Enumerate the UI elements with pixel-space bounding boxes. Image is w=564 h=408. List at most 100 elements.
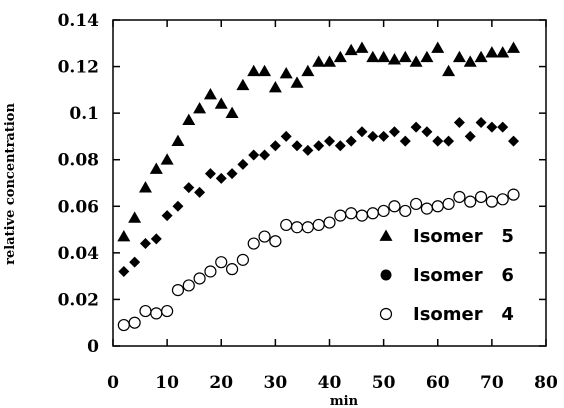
- legend-label: Isomer 4: [413, 304, 514, 325]
- data-point: [118, 265, 130, 277]
- data-point: [215, 256, 228, 269]
- data-point: [398, 50, 412, 63]
- data-point: [248, 149, 260, 161]
- data-point: [442, 64, 456, 77]
- data-point: [117, 318, 130, 332]
- x-tick-label: 0: [107, 373, 119, 393]
- data-point: [421, 126, 433, 138]
- data-point: [139, 304, 152, 318]
- data-point: [409, 55, 423, 67]
- x-axis-ticks: 0 10 20 30 40 50 60 70 80: [107, 20, 558, 393]
- y-axis-title: relative concentration: [3, 103, 18, 265]
- data-point: [313, 140, 325, 152]
- series-isomer-6: [118, 116, 520, 277]
- data-point: [420, 50, 434, 63]
- data-point: [378, 130, 390, 142]
- data-point: [247, 64, 261, 77]
- legend-label: Isomer 5: [413, 226, 514, 247]
- y-tick-label: 0.06: [58, 197, 99, 217]
- data-point: [237, 158, 249, 170]
- plot-border: [112, 19, 547, 347]
- data-point: [463, 55, 477, 67]
- data-point: [399, 135, 411, 147]
- data-point: [323, 216, 336, 229]
- x-tick-label: 80: [534, 373, 558, 393]
- data-point: [452, 50, 466, 63]
- data-point: [193, 101, 207, 114]
- legend-marker: [379, 307, 393, 321]
- data-point: [464, 130, 476, 142]
- data-point: [226, 168, 238, 180]
- data-point: [475, 116, 487, 128]
- data-point: [431, 41, 445, 53]
- data-point: [182, 279, 195, 292]
- legend-marker: [380, 269, 392, 281]
- data-point: [334, 140, 346, 152]
- y-tick-label: 0.04: [58, 244, 100, 264]
- data-point: [420, 202, 434, 215]
- data-point: [236, 253, 249, 266]
- data-point: [508, 135, 520, 147]
- data-point: [387, 53, 401, 65]
- data-point: [150, 307, 163, 320]
- data-point: [366, 207, 379, 220]
- data-point: [268, 81, 282, 93]
- data-point: [269, 235, 282, 248]
- data-point: [139, 238, 151, 250]
- data-point: [204, 265, 217, 278]
- data-point: [290, 76, 304, 88]
- data-point: [453, 116, 465, 128]
- data-point: [129, 256, 141, 268]
- data-point: [149, 162, 163, 174]
- data-point: [128, 211, 142, 223]
- data-point: [280, 130, 292, 142]
- data-point: [301, 221, 314, 234]
- data-point: [334, 209, 347, 222]
- data-point: [203, 88, 217, 100]
- data-point: [215, 172, 227, 184]
- plot-frame: [112, 19, 547, 347]
- data-point: [269, 140, 281, 152]
- data-point: [138, 181, 152, 193]
- data-point: [333, 50, 347, 63]
- data-point: [225, 106, 239, 119]
- data-point: [485, 195, 498, 208]
- x-tick-label: 50: [372, 373, 396, 393]
- data-point: [474, 50, 488, 63]
- data-point: [160, 153, 174, 165]
- data-point: [443, 135, 455, 147]
- data-point: [182, 113, 196, 126]
- x-axis-title: min: [330, 394, 359, 408]
- data-point: [410, 197, 423, 211]
- data-point: [345, 207, 358, 220]
- data-point: [377, 50, 391, 63]
- data-point: [442, 197, 455, 211]
- x-tick-label: 20: [209, 373, 233, 393]
- data-point: [474, 190, 488, 204]
- data-point: [312, 55, 326, 67]
- y-tick-label: 0: [87, 337, 99, 357]
- y-tick-label: 0.02: [58, 290, 99, 310]
- data-point: [214, 97, 228, 109]
- data-point: [355, 209, 369, 222]
- data-point: [366, 50, 380, 63]
- data-point: [345, 135, 357, 147]
- y-axis-ticks: 0 0.02 0.04 0.06 0.08 0.1 0.12 0.14: [58, 11, 546, 357]
- data-point: [431, 200, 444, 213]
- data-point: [258, 230, 271, 243]
- data-point: [388, 126, 400, 138]
- data-point: [161, 304, 174, 318]
- data-point: [150, 233, 162, 245]
- data-point: [312, 218, 325, 232]
- data-point: [171, 284, 185, 297]
- data-point: [432, 135, 444, 147]
- data-point: [302, 144, 314, 156]
- y-tick-label: 0.08: [58, 151, 99, 171]
- data-point: [464, 195, 477, 208]
- data-point: [486, 121, 498, 133]
- data-point: [399, 204, 412, 218]
- data-point: [117, 230, 131, 242]
- data-point: [485, 46, 499, 58]
- data-point: [290, 221, 304, 234]
